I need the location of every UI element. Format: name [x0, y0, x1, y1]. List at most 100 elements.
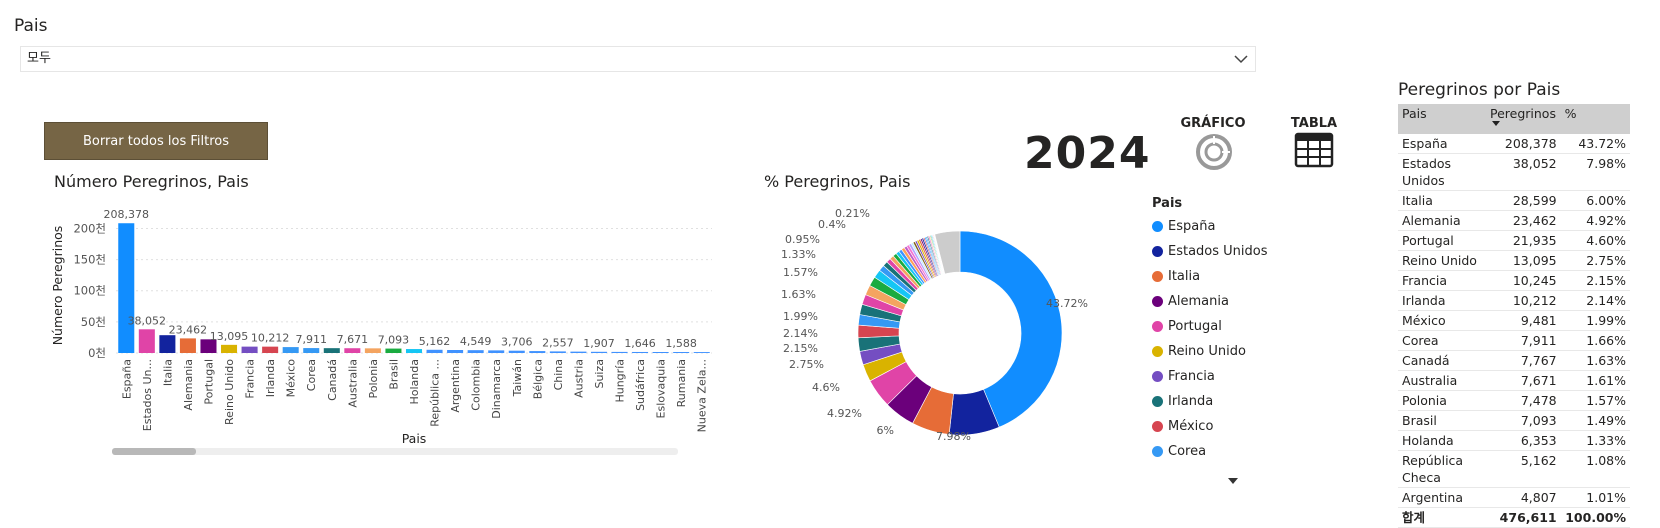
table-row[interactable]: Canadá 7,767 1.63% [1398, 350, 1630, 371]
bar[interactable] [549, 351, 566, 353]
bar[interactable] [344, 348, 361, 353]
clear-filters-button[interactable]: Borrar todos los Filtros [44, 122, 268, 160]
table-row[interactable]: República Checa 5,162 1.08% [1398, 450, 1630, 488]
legend-item[interactable]: Reino Unido [1152, 339, 1268, 364]
bar[interactable] [385, 348, 402, 353]
y-tick-label: 0천 [88, 346, 106, 360]
legend-item[interactable]: Corea [1152, 439, 1268, 464]
cell-percent: 1.57% [1560, 390, 1630, 411]
bar[interactable] [323, 348, 340, 353]
bar-data-label: 13,095 [210, 330, 249, 343]
table-row[interactable]: Estados Unidos 38,052 7.98% [1398, 153, 1630, 191]
donut-data-label: 4.6% [812, 381, 840, 394]
table-row[interactable]: España 208,378 43.72% [1398, 134, 1630, 154]
table-icon[interactable] [1294, 132, 1334, 168]
cell-percent: 6.00% [1560, 190, 1630, 211]
table-row[interactable]: Irlanda 10,212 2.14% [1398, 290, 1630, 311]
bar[interactable] [508, 350, 525, 353]
cell-peregrinos: 7,767 [1486, 350, 1561, 371]
table-row[interactable]: Argentina 4,807 1.01% [1398, 487, 1630, 508]
table-row[interactable]: Portugal 21,935 4.60% [1398, 230, 1630, 251]
table-row[interactable]: Reino Unido 13,095 2.75% [1398, 250, 1630, 271]
x-axis-title: Pais [402, 431, 427, 446]
bar[interactable] [138, 329, 155, 353]
bar[interactable] [303, 348, 320, 353]
bar[interactable] [241, 346, 258, 353]
cell-percent: 1.49% [1560, 410, 1630, 431]
bar[interactable] [488, 350, 505, 353]
donut-data-label: 7.98% [936, 430, 971, 443]
table-row[interactable]: Polonia 7,478 1.57% [1398, 390, 1630, 411]
donut-slice[interactable] [959, 230, 1063, 428]
cell-peregrinos: 28,599 [1486, 190, 1561, 211]
column-header-percent[interactable]: % [1560, 104, 1630, 134]
column-header-pais[interactable]: Pais [1398, 104, 1486, 134]
table-row[interactable]: Francia 10,245 2.15% [1398, 270, 1630, 291]
bar[interactable] [159, 335, 176, 353]
table-row[interactable]: Brasil 7,093 1.49% [1398, 410, 1630, 431]
bar[interactable] [179, 338, 196, 353]
bar[interactable] [282, 347, 299, 353]
legend-item[interactable]: Francia [1152, 364, 1268, 389]
bar[interactable] [693, 352, 710, 353]
table-row[interactable]: Holanda 6,353 1.33% [1398, 430, 1630, 451]
sort-desc-icon [1492, 121, 1500, 126]
bar[interactable] [262, 346, 279, 353]
cell-peregrinos: 21,935 [1486, 230, 1561, 251]
bar[interactable] [405, 349, 423, 353]
donut-slice[interactable] [934, 230, 961, 275]
bar[interactable] [632, 351, 649, 353]
bar[interactable] [447, 350, 464, 353]
bar-data-label: 10,212 [251, 332, 290, 345]
x-tick-label: Suiza [593, 359, 606, 389]
table-toggle-label[interactable]: TABLA [1290, 116, 1338, 131]
donut-chart-icon[interactable] [1194, 132, 1234, 172]
table-row[interactable]: Alemania 23,462 4.92% [1398, 210, 1630, 231]
legend-item[interactable]: Irlanda [1152, 389, 1268, 414]
cell-pais: España [1398, 134, 1486, 154]
bar[interactable] [611, 351, 628, 353]
cell-pais: Italia [1398, 190, 1486, 211]
bar[interactable] [652, 352, 669, 353]
bar[interactable] [221, 344, 238, 353]
cell-peregrinos: 10,245 [1486, 270, 1561, 291]
bar[interactable] [200, 339, 217, 353]
cell-peregrinos: 9,481 [1486, 310, 1561, 331]
donut-data-label: 0.95% [785, 233, 820, 246]
bar[interactable] [570, 351, 587, 353]
column-header-peregrinos[interactable]: Peregrinos [1486, 104, 1561, 134]
horizontal-scrollbar-thumb[interactable] [112, 448, 196, 455]
legend-item[interactable]: Italia [1152, 264, 1268, 289]
cell-percent: 1.01% [1560, 487, 1630, 508]
bar[interactable] [118, 223, 135, 353]
legend-item[interactable]: Portugal [1152, 314, 1268, 339]
table-row[interactable]: Corea 7,911 1.66% [1398, 330, 1630, 351]
legend-item[interactable]: Alemania [1152, 289, 1268, 314]
cell-peregrinos: 7,911 [1486, 330, 1561, 351]
bar[interactable] [426, 349, 443, 353]
legend-scroll-down-icon[interactable] [1226, 476, 1240, 486]
legend-item[interactable]: México [1152, 414, 1268, 439]
bar[interactable] [590, 351, 607, 353]
bar[interactable] [364, 348, 381, 353]
x-tick-label: México [285, 359, 298, 398]
x-tick-label: Alemania [182, 359, 195, 411]
bar[interactable] [467, 350, 484, 353]
table-row[interactable]: Australia 7,671 1.61% [1398, 370, 1630, 391]
chevron-down-icon[interactable] [1231, 47, 1251, 71]
country-filter-dropdown[interactable]: 모두 [20, 46, 1256, 72]
x-tick-label: Portugal [202, 359, 215, 405]
cell-peregrinos: 4,807 [1486, 487, 1561, 508]
table-row[interactable]: Italia 28,599 6.00% [1398, 190, 1630, 211]
bar[interactable] [673, 352, 690, 353]
donut-data-label: 2.14% [783, 327, 818, 340]
legend-item[interactable]: Estados Unidos [1152, 239, 1268, 264]
y-tick-label: 200천 [73, 221, 106, 235]
horizontal-scrollbar-track[interactable] [112, 448, 678, 455]
legend-label: Alemania [1168, 294, 1229, 309]
legend-item[interactable]: España [1152, 214, 1268, 239]
bar[interactable] [529, 351, 546, 353]
table-row[interactable]: México 9,481 1.99% [1398, 310, 1630, 331]
chart-toggle-label[interactable]: GRÁFICO [1180, 116, 1246, 131]
cell-percent: 7.98% [1560, 153, 1630, 191]
